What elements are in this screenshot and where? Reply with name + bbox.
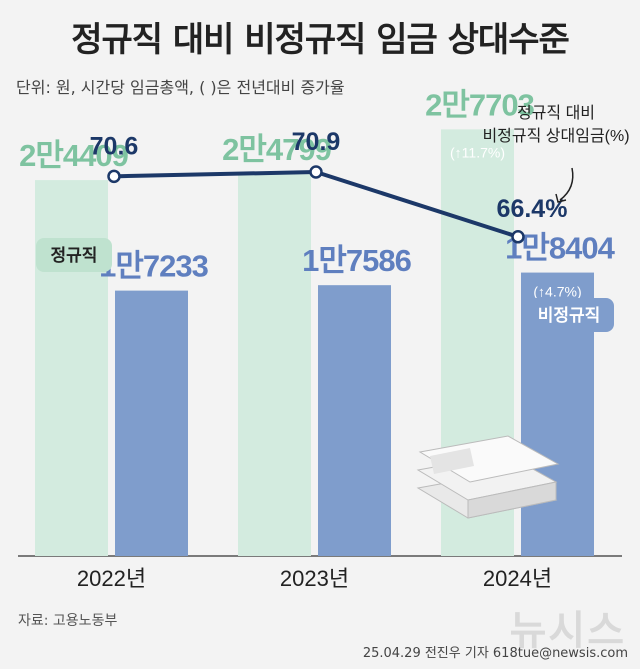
category-label-2: 2023년: [280, 566, 349, 591]
ratio-label-1: 70.6: [90, 132, 139, 160]
chart-subtitle: 단위: 원, 시간당 임금총액, ( )은 전년대비 증가율: [16, 78, 345, 97]
money-stack-side: [467, 481, 557, 519]
value-label-regular-3: 2만7703: [425, 87, 534, 122]
value-label-nonregular-2: 1만7586: [302, 243, 411, 278]
source-note: 자료: 고용노동부: [18, 613, 118, 629]
category-label-1: 2022년: [77, 566, 146, 591]
bar-regular-2: [238, 174, 311, 556]
byline-credit: 25.04.29 전진우 기자 618tue@newsis.com: [362, 646, 628, 661]
value-label-regular-1: 2만4409: [19, 138, 128, 173]
ratio-annotation-line-1: 정규직 대비: [517, 104, 595, 122]
annotation-arrowhead: [555, 193, 567, 203]
ratio-point-1: [107, 169, 121, 184]
growth-label-nonregular-3: (↑4.7%): [533, 284, 581, 300]
bar-nonregular-2: [318, 285, 391, 556]
value-label-nonregular-1: 1만7233: [99, 249, 208, 284]
ratio-point-2: [309, 165, 323, 179]
chart-title: 정규직 대비 비정규직 임금 상대수준: [71, 20, 570, 60]
tag-nonregular-label: 비정규직: [538, 306, 601, 325]
category-label-3: 2024년: [483, 566, 552, 591]
growth-label-regular-3: (↑11.7%): [450, 144, 505, 160]
ratio-point-3: [511, 230, 525, 244]
tag-regular-label: 정규직: [51, 246, 98, 265]
annotation-pointer: [559, 167, 574, 201]
ratio-label-2: 70.9: [292, 128, 341, 156]
ratio-label-3: 66.4%: [497, 195, 568, 223]
ratio-annotation-line-2: 비정규직 상대임금(%): [482, 127, 629, 145]
bar-nonregular-1: [115, 290, 188, 556]
bar-regular-1: [35, 180, 108, 557]
tag-nonregular-bg: [524, 298, 614, 332]
money-stack-layer-3: [418, 435, 560, 483]
newsis-watermark: 뉴시스: [509, 608, 626, 654]
value-label-regular-2: 2만4799: [222, 132, 331, 167]
money-note-print: [430, 448, 474, 474]
tag-regular-bg: [36, 238, 112, 272]
